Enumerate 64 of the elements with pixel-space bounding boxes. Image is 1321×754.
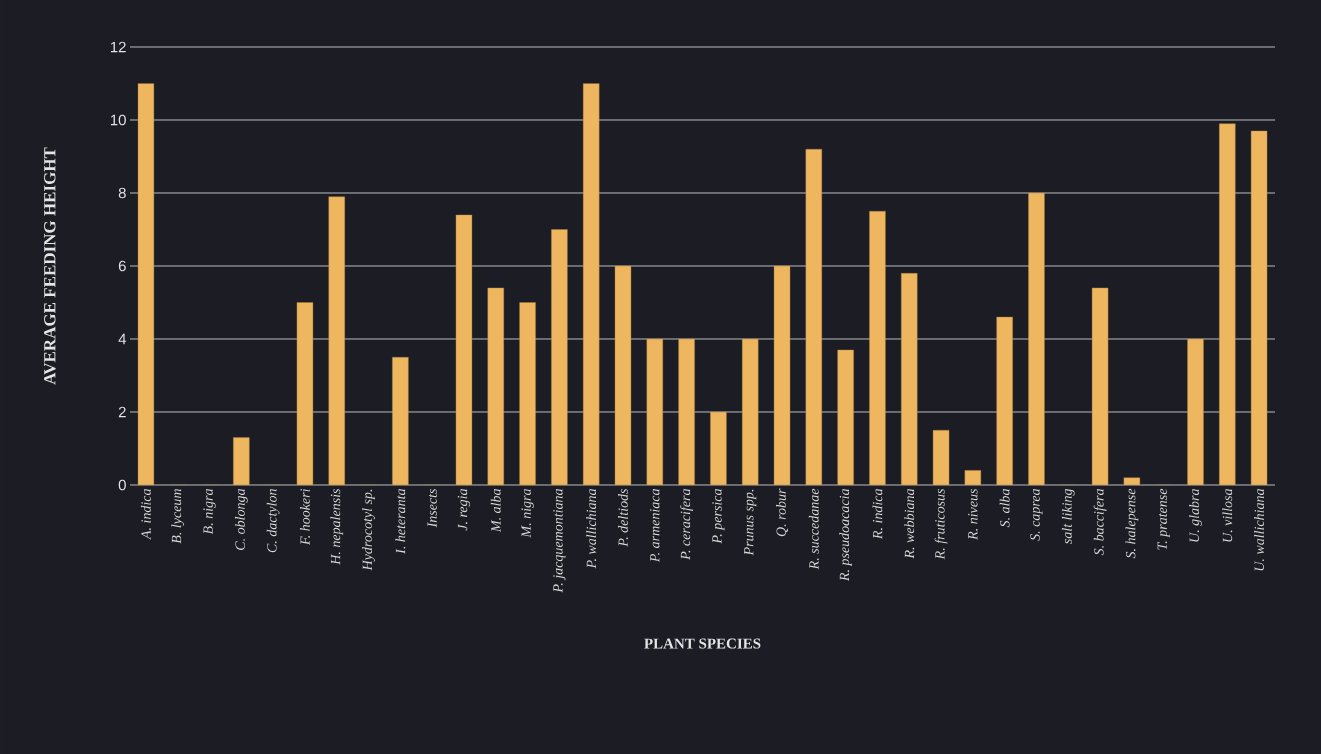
x-tick-label: P. wallichiana bbox=[586, 489, 597, 569]
x-tick-label: R. indica bbox=[872, 489, 883, 540]
bar bbox=[392, 357, 409, 485]
x-axis-title: PLANT SPECIES bbox=[644, 638, 761, 649]
x-tick-label: C. dactylon bbox=[266, 489, 280, 553]
x-tick-label: S. halepense bbox=[1125, 488, 1139, 559]
bar bbox=[837, 349, 854, 485]
bar bbox=[487, 287, 504, 485]
x-tick-label: R. succedanae bbox=[808, 488, 819, 570]
x-tick-label: S. caprea bbox=[1030, 489, 1043, 541]
bar bbox=[678, 338, 695, 485]
bar bbox=[1219, 123, 1236, 485]
bar bbox=[233, 437, 250, 485]
x-tick-label: M. nigra bbox=[521, 489, 534, 538]
x-tick-label: A. indica bbox=[140, 489, 151, 540]
y-tick-label: 10 bbox=[110, 114, 126, 126]
x-tick-label: U. wallichiana bbox=[1254, 489, 1265, 571]
x-tick-label: S. alba bbox=[999, 489, 1010, 528]
x-tick-label: R. fruticosus bbox=[934, 488, 948, 560]
x-tick-label: P. deltiods bbox=[618, 488, 628, 547]
bar bbox=[646, 338, 663, 485]
bar bbox=[869, 211, 886, 485]
x-tick-label: salt liking bbox=[1061, 488, 1075, 544]
bar bbox=[710, 411, 727, 485]
x-tick-label: P. persica bbox=[712, 489, 725, 544]
y-tick-label: 2 bbox=[118, 406, 126, 418]
y-tick-label: 12 bbox=[110, 41, 126, 53]
x-tick-label: F. hookeri bbox=[299, 488, 310, 546]
x-tick-label: R. niveus bbox=[968, 488, 978, 540]
bar bbox=[901, 273, 918, 485]
x-tick-label: Insects bbox=[427, 488, 437, 528]
y-tick-label: 6 bbox=[118, 260, 126, 272]
x-tick-label: C. oblonga bbox=[234, 489, 248, 550]
x-tick-label: P. jacquemontiana bbox=[553, 489, 566, 593]
x-tick-label: R. pseudoacacia bbox=[839, 489, 852, 582]
bar bbox=[742, 338, 759, 485]
x-tick-label: H. nepalensis bbox=[330, 488, 344, 565]
bar bbox=[328, 196, 345, 485]
bar bbox=[1187, 338, 1204, 485]
y-tick-label: 0 bbox=[118, 479, 126, 491]
x-tick-label: I. heteranta bbox=[395, 489, 406, 554]
x-tick-label: S. baccifera bbox=[1093, 489, 1107, 556]
x-tick-label: B. lyceum bbox=[171, 489, 185, 544]
bar bbox=[551, 229, 568, 485]
y-tick-label: 8 bbox=[118, 187, 126, 199]
x-tick-label: Hydrocotyl sp. bbox=[362, 489, 375, 571]
x-tick-label: B. nigra bbox=[203, 489, 216, 535]
x-tick-label: R. webbiana bbox=[904, 489, 915, 559]
bar bbox=[582, 83, 600, 485]
y-axis-title: AVERAGE FEEDING HEIGHT bbox=[44, 147, 56, 385]
x-tick-label: T. pratense bbox=[1157, 488, 1170, 550]
y-tick-label: 4 bbox=[118, 333, 127, 345]
x-tick-label: J. regia bbox=[457, 489, 471, 531]
bar bbox=[805, 148, 823, 485]
x-tick-label: U. glabra bbox=[1189, 489, 1202, 542]
bar bbox=[1028, 192, 1045, 485]
x-tick-label: Q. robur bbox=[776, 488, 789, 537]
x-tick-label: U. villosa bbox=[1222, 489, 1233, 542]
x-tick-label: P. armeniaca bbox=[650, 489, 660, 563]
x-tick-label: M. alba bbox=[490, 489, 501, 533]
bar bbox=[996, 316, 1013, 485]
bar bbox=[519, 302, 536, 485]
x-tick-label: Prunus spp. bbox=[744, 489, 757, 556]
x-tick-label: P. ceracifera bbox=[680, 489, 694, 560]
